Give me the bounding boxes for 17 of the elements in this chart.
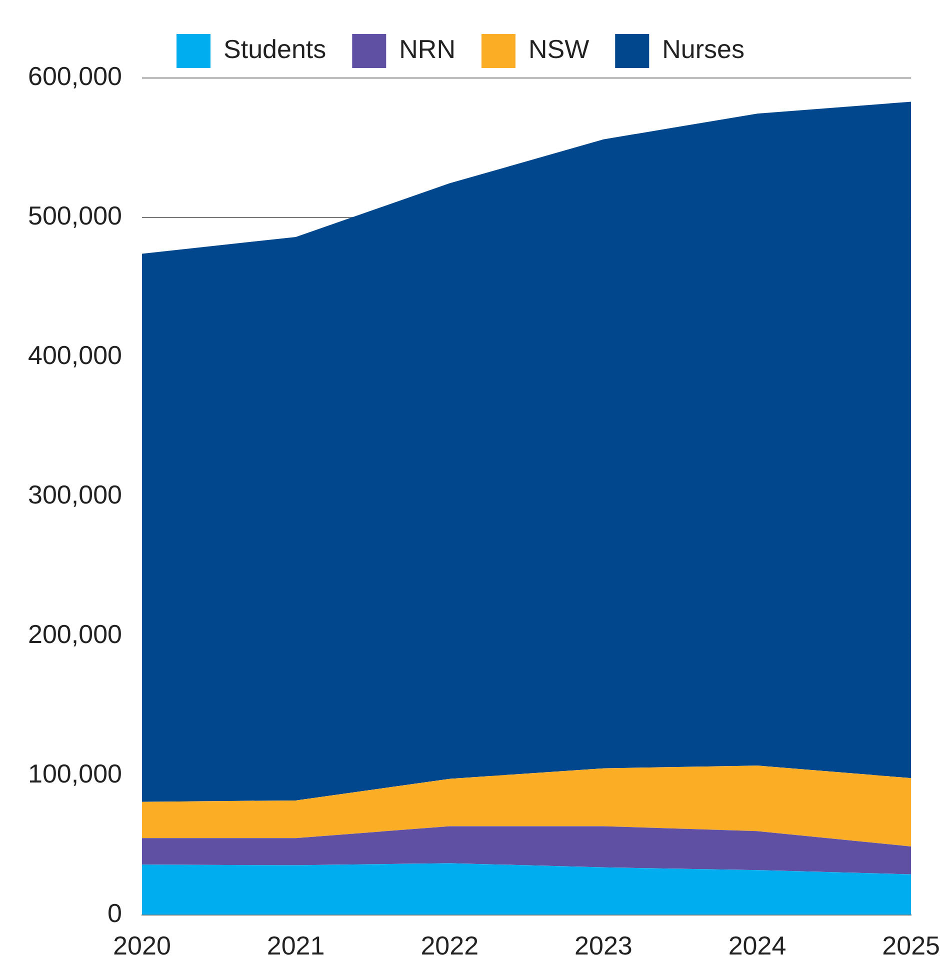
y-tick-label: 400,000 (28, 340, 122, 370)
y-tick-label: 500,000 (28, 200, 122, 231)
x-tick-label: 2023 (574, 930, 632, 961)
y-tick-label: 200,000 (28, 619, 122, 650)
y-tick-label: 0 (108, 898, 122, 928)
legend-label: Nurses (662, 34, 744, 64)
y-tick-label: 100,000 (28, 758, 122, 789)
x-tick-label: 2025 (882, 930, 940, 961)
x-tick-label: 2020 (113, 930, 171, 961)
x-tick-label: 2022 (420, 930, 479, 961)
x-tick-label: 2021 (266, 930, 325, 961)
legend-label: Students (224, 34, 326, 64)
x-tick-label: 2024 (728, 930, 786, 961)
y-tick-label: 600,000 (28, 61, 122, 92)
y-tick-label: 300,000 (28, 480, 122, 510)
legend-label: NRN (399, 34, 456, 64)
legend-label: NSW (528, 34, 590, 64)
